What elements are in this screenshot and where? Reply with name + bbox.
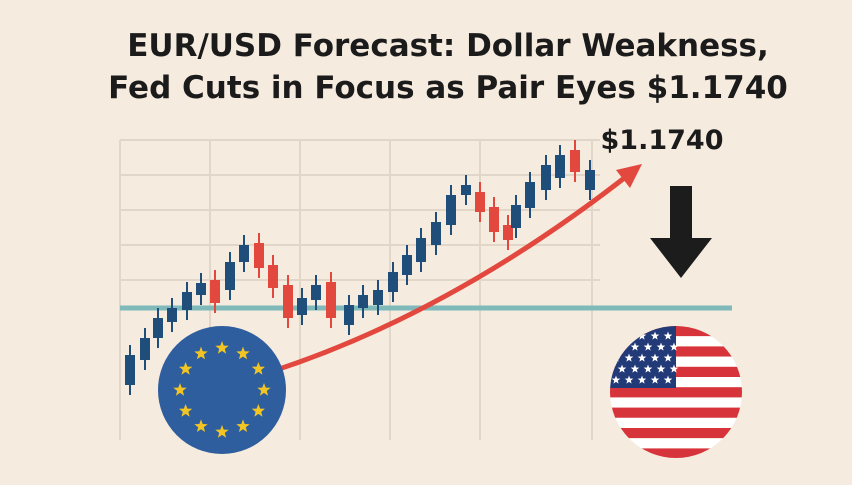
us-stripe: [610, 428, 742, 439]
us-star: [630, 364, 640, 373]
us-star: [663, 375, 673, 384]
candle-body: [541, 165, 551, 190]
candle-body: [525, 182, 535, 208]
candle-body: [358, 295, 368, 308]
candle-body: [388, 272, 398, 292]
us-star: [663, 353, 673, 362]
eu-star: [251, 404, 265, 417]
candle-body: [182, 292, 192, 310]
trend-arrow: [269, 170, 634, 375]
us-star: [650, 353, 660, 362]
us-star: [637, 375, 647, 384]
candle-body: [167, 308, 177, 322]
eu-star: [215, 425, 229, 438]
eu-star: [173, 383, 187, 396]
candle-body: [446, 195, 456, 225]
candle-body: [402, 255, 412, 275]
down-arrow: [650, 186, 712, 278]
us-star: [630, 342, 640, 351]
candle-body: [239, 245, 249, 262]
candle-body: [570, 150, 580, 172]
candle-body: [210, 280, 220, 303]
candle-body: [416, 238, 426, 262]
candle-body: [311, 285, 321, 300]
candle-body: [555, 155, 565, 178]
eu-star: [194, 346, 208, 360]
candle-body: [125, 355, 135, 385]
us-star: [617, 364, 627, 373]
us-star: [669, 364, 679, 373]
eu-star: [215, 341, 229, 354]
us-stripe: [610, 407, 742, 418]
candle-body: [461, 185, 471, 195]
candle-body: [585, 170, 595, 190]
us-star: [637, 331, 647, 340]
title-line: EUR/USD Forecast: Dollar Weakness,: [127, 28, 769, 64]
eu-star: [257, 383, 271, 396]
us-stripe: [610, 438, 742, 449]
us-star: [656, 342, 666, 351]
candle-body: [254, 243, 264, 268]
us-star: [650, 331, 660, 340]
us-star: [611, 331, 621, 340]
eu-star: [179, 362, 193, 375]
us-star: [617, 342, 627, 351]
candle-body: [153, 318, 163, 338]
us-stripe: [610, 387, 742, 398]
eu-star: [236, 346, 250, 360]
us-star: [643, 364, 653, 373]
candle-body: [196, 283, 206, 295]
trend-arrow-head: [616, 164, 642, 188]
us-star: [650, 375, 660, 384]
candle-body: [140, 338, 150, 360]
candle-body: [431, 222, 441, 245]
candle-body: [511, 205, 521, 228]
candle-body: [344, 305, 354, 325]
candle-body: [326, 282, 336, 318]
us-star: [656, 364, 666, 373]
candle-body: [225, 262, 235, 290]
us-star: [637, 353, 647, 362]
target-label: $1.1740: [601, 125, 724, 156]
candle-body: [297, 298, 307, 315]
candle-body: [373, 290, 383, 305]
title-line: Fed Cuts in Focus as Pair Eyes $1.1740: [108, 70, 788, 106]
candle-body: [475, 192, 485, 212]
eu-star: [236, 419, 250, 432]
us-stripe: [610, 397, 742, 408]
us-star: [624, 331, 634, 340]
us-stripe: [610, 417, 742, 429]
eu-star: [251, 362, 265, 375]
us-star: [669, 342, 679, 351]
us-stripe: [610, 448, 742, 458]
us-star: [624, 353, 634, 362]
us-star: [624, 375, 634, 384]
candle-body: [503, 225, 513, 240]
us-star: [663, 331, 673, 340]
us-star: [643, 342, 653, 351]
eu-star: [179, 404, 193, 417]
candle-body: [489, 207, 499, 232]
candle-body: [283, 285, 293, 318]
eu-flag: [158, 326, 286, 454]
us-star: [611, 375, 621, 384]
eu-star: [194, 419, 208, 432]
candle-body: [268, 265, 278, 288]
candles: [125, 140, 595, 395]
us-flag: [610, 326, 742, 458]
